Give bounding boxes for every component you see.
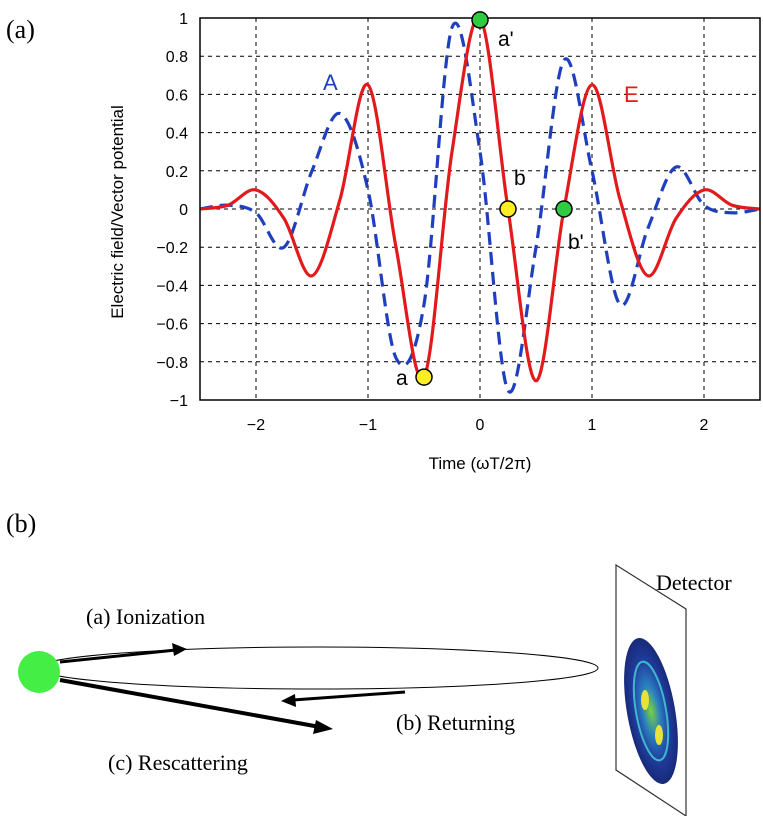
- detector-screen: [615, 563, 687, 816]
- y-tick-label: 0: [179, 202, 188, 219]
- y-tick-label: 1: [179, 11, 188, 28]
- electron-orbit-ellipse: [37, 646, 599, 690]
- x-tick-label: −2: [247, 417, 265, 434]
- y-tick-label: −0.8: [156, 355, 188, 372]
- y-tick-label: 0.6: [166, 87, 188, 104]
- y-tick-label: −1: [170, 393, 188, 410]
- detector-label: Detector: [656, 570, 732, 595]
- trajectory-diagram: (a) Ionization (b) Returning (c) Rescatt…: [18, 563, 732, 816]
- marker-a: [415, 368, 433, 386]
- marker-label: b': [568, 231, 584, 254]
- series-A-line: [200, 21, 760, 394]
- atom-sphere: [18, 651, 60, 693]
- rescattering-arrow: [59, 678, 333, 734]
- x-tick-label: 0: [476, 417, 485, 434]
- series-E-line: [200, 18, 760, 383]
- series-E-label: E: [624, 82, 639, 107]
- marker-label: b: [514, 167, 526, 190]
- x-tick-label: 2: [700, 417, 709, 434]
- x-axis-ticks: −2 −1 0 1 2: [247, 417, 709, 434]
- ionization-label: (a) Ionization: [86, 604, 205, 629]
- x-axis-label: Time (ωT/2π): [429, 454, 532, 473]
- marker-label: a: [396, 367, 408, 390]
- x-tick-label: 1: [588, 417, 597, 434]
- marker-b-prime: [555, 200, 573, 218]
- panel-b-label: (b): [6, 509, 36, 538]
- series-A-label: A: [323, 70, 338, 95]
- panel-a-label: (a): [6, 15, 35, 44]
- y-tick-label: −0.4: [156, 278, 188, 295]
- returning-label: (b) Returning: [396, 710, 515, 735]
- y-axis-ticks: 1 0.8 0.6 0.4 0.2 0 −0.2 −0.4 −0.6 −0.8 −1: [156, 11, 188, 410]
- grid-lines: [200, 17, 760, 401]
- returning-arrow: [281, 690, 406, 707]
- y-tick-label: 0.8: [166, 49, 188, 66]
- y-tick-label: 0.2: [166, 164, 188, 181]
- y-tick-label: −0.2: [156, 240, 188, 257]
- detector-momentum-image: [624, 638, 678, 784]
- marker-b: [499, 200, 517, 218]
- chart-a: 1 0.8 0.6 0.4 0.2 0 −0.2 −0.4 −0.6 −0.8 −1 −2 −1 0 1 2…: [108, 11, 761, 473]
- y-tick-label: −0.6: [156, 317, 188, 334]
- rescattering-label: (c) Rescattering: [108, 750, 248, 775]
- marker-label: a': [498, 28, 514, 51]
- ionization-arrow: [59, 643, 187, 664]
- marker-a-prime: [471, 11, 489, 29]
- y-axis-label: Electric field/Vector potential: [108, 105, 127, 319]
- x-tick-label: −1: [359, 417, 377, 434]
- y-tick-label: 0.4: [166, 126, 188, 143]
- trajectory-markers: a a' b b': [396, 11, 584, 390]
